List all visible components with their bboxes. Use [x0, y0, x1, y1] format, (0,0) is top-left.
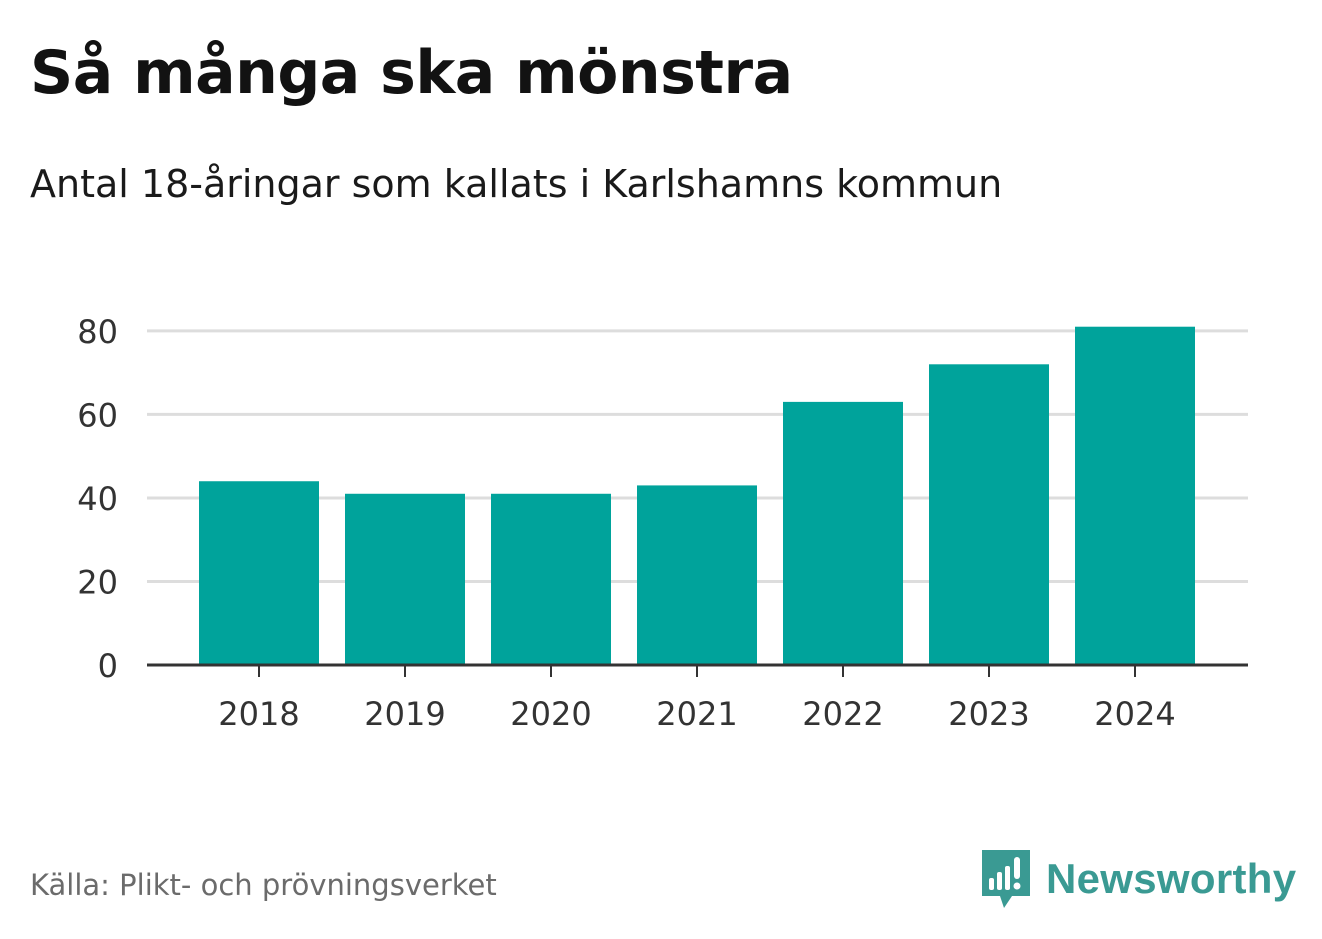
x-tick-label: 2020 [510, 695, 591, 733]
x-tick-label: 2023 [948, 695, 1029, 733]
y-tick-label: 20 [77, 563, 118, 601]
source-note: Källa: Plikt- och prövningsverket [30, 868, 497, 902]
chart-title: Så många ska mönstra [30, 38, 793, 108]
newsworthy-logo-icon [982, 850, 1030, 908]
bar-2023 [929, 364, 1049, 665]
bar-2020 [491, 493, 611, 665]
bar-2019 [345, 493, 465, 665]
x-tick-label: 2024 [1094, 695, 1175, 733]
bar-2021 [637, 485, 757, 665]
x-tick-label: 2018 [218, 695, 299, 733]
bar-2022 [783, 401, 903, 665]
x-tick-labels: 2018 2019 2020 2021 2022 2023 2024 [218, 665, 1176, 733]
bar-chart: 0 20 40 60 80 2018 2019 2020 2021 2022 2023 2024 [77, 313, 1248, 733]
bars [199, 326, 1195, 665]
brand-logo: Newsworthy [980, 848, 1296, 910]
y-tick-label: 0 [98, 647, 118, 685]
bar-2018 [199, 481, 319, 665]
y-tick-label: 40 [77, 480, 118, 518]
x-tick-label: 2019 [364, 695, 445, 733]
y-tick-labels: 0 20 40 60 80 [77, 313, 118, 685]
bar-2024 [1075, 326, 1195, 665]
chart-subtitle: Antal 18-åringar som kallats i Karlshamn… [30, 162, 1003, 206]
y-tick-label: 80 [77, 313, 118, 351]
y-tick-label: 60 [77, 396, 118, 434]
brand-name: Newsworthy [1046, 855, 1297, 902]
x-tick-label: 2022 [802, 695, 883, 733]
x-tick-label: 2021 [656, 695, 737, 733]
